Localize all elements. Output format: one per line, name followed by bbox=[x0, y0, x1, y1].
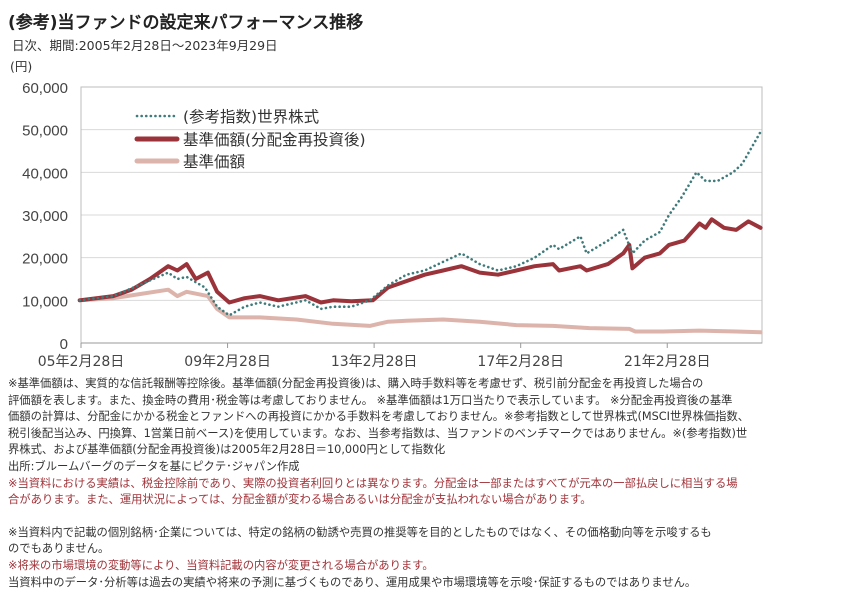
chart-title: (参考)当ファンドの設定来パフォーマンス推移 bbox=[8, 13, 364, 33]
footnote-line: のでもありません。 bbox=[8, 542, 110, 556]
footnote-spacer bbox=[8, 509, 858, 525]
x-tick-label: 05年2月28日 bbox=[38, 354, 125, 370]
y-tick-label: 10,000 bbox=[22, 293, 68, 310]
footnote-line: ※将来の市場環境の変動等により、当資料記載の内容が変更される場合があります。 bbox=[8, 558, 434, 572]
x-tick-label: 13年2月28日 bbox=[331, 354, 418, 370]
legend-label: 基準価額(分配金再投資後) bbox=[183, 131, 366, 149]
footnote-line: ※基準価額は、実質的な信託報酬等控除後。基準価額(分配金再投資後)は、購入時手数… bbox=[8, 377, 704, 390]
y-tick-label: 50,000 bbox=[22, 123, 68, 140]
footnote-line: 評価額を表します。また、換金時の費用･税金等は考慮しておりません。 ※基準価額は… bbox=[8, 393, 733, 407]
legend-label: (参考指数)世界株式 bbox=[183, 108, 319, 126]
series-line-2 bbox=[77, 287, 763, 335]
footnote-line: ※当資料内で記載の個別銘柄･企業については、特定の銘柄の勧誘や売買の推奨等を目的… bbox=[8, 525, 712, 539]
x-tick-label: 17年2月28日 bbox=[477, 354, 564, 370]
series-line-0 bbox=[78, 130, 762, 317]
footnote-line: 税引後配当込み、円換算、1営業日前ベース)を使用しています。なお、当参考指数は、… bbox=[8, 426, 748, 440]
y-tick-label: 0 bbox=[60, 336, 68, 353]
performance-chart: 0 10,000 20,000 30,000 40,000 50,000 60,000 05年… bbox=[22, 80, 763, 370]
footnote-line: 合があります。また、運用状況によっては、分配金額が変わる場合あるいは分配金が支払… bbox=[8, 493, 592, 507]
y-tick-label: 20,000 bbox=[22, 251, 68, 268]
footnote-line: 界株式、および基準価額(分配金再投資後)は2005年2月28日＝10,000円と… bbox=[8, 443, 446, 457]
chart-subtitle: 日次、期間:2005年2月28日～2023年9月29日 bbox=[12, 38, 278, 53]
y-tick-label: 30,000 bbox=[22, 208, 68, 225]
series-line-1 bbox=[77, 217, 763, 305]
footnote-line: ※当資料における実績は、税金控除前であり、実際の投資者利回りとは異なります。分配… bbox=[8, 476, 738, 490]
y-axis-unit: (円) bbox=[10, 59, 33, 74]
footnotes: ※基準価額は、実質的な信託報酬等控除後。基準価額(分配金再投資後)は、購入時手数… bbox=[8, 376, 858, 591]
footnote-line: 当資料中のデータ･分析等は過去の実績や将来の予測に基づくものであり、運用成果や市… bbox=[8, 575, 697, 589]
legend-label: 基準価額 bbox=[183, 153, 245, 171]
y-tick-label: 60,000 bbox=[22, 80, 68, 97]
y-tick-label: 40,000 bbox=[22, 165, 68, 182]
x-tick-label: 09年2月28日 bbox=[184, 354, 271, 370]
footnote-line: 出所:ブルームバーグのデータを基にピクテ･ジャパン作成 bbox=[8, 459, 300, 473]
x-tick-label: 21年2月28日 bbox=[624, 354, 711, 370]
footnote-line: 価額の計算は、分配金にかかる税金とファンドへの再投資にかかる手数料を考慮しており… bbox=[8, 410, 750, 424]
